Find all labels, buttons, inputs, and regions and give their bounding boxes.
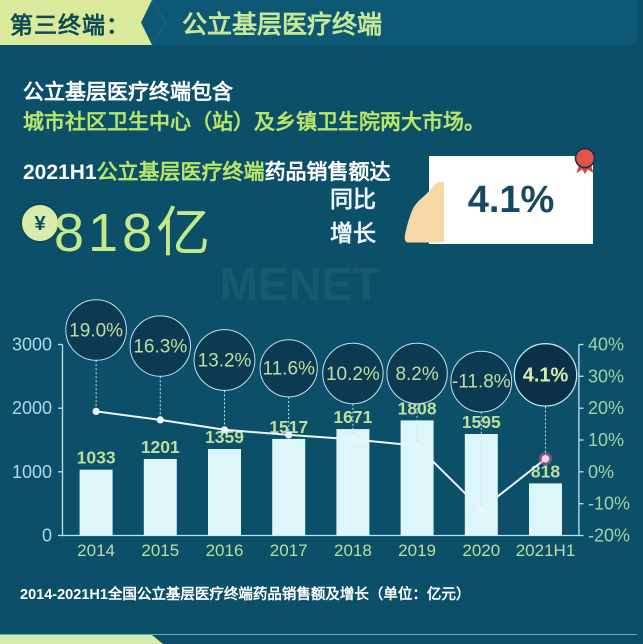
svg-text:1201: 1201: [141, 437, 180, 457]
svg-text:-20%: -20%: [588, 526, 630, 546]
svg-text:0: 0: [42, 526, 52, 546]
svg-text:2015: 2015: [141, 541, 179, 560]
svg-text:10%: 10%: [588, 430, 624, 450]
svg-text:11.6%: 11.6%: [262, 358, 315, 379]
svg-text:2017: 2017: [270, 541, 308, 560]
svg-text:2000: 2000: [12, 398, 52, 418]
svg-text:10.2%: 10.2%: [326, 364, 380, 385]
svg-text:2019: 2019: [398, 541, 436, 560]
svg-text:-10%: -10%: [588, 494, 630, 514]
svg-text:19.0%: 19.0%: [69, 321, 123, 342]
svg-text:2014: 2014: [77, 541, 115, 560]
svg-text:13.2%: 13.2%: [198, 351, 252, 372]
svg-text:¥: ¥: [34, 213, 46, 235]
svg-text:MENET: MENET: [220, 260, 381, 310]
svg-text:40%: 40%: [588, 335, 624, 355]
svg-text:4.1%: 4.1%: [523, 364, 569, 386]
svg-text:16.3%: 16.3%: [133, 337, 187, 358]
svg-text:1000: 1000: [12, 462, 52, 482]
svg-text:1033: 1033: [77, 448, 116, 468]
svg-text:30%: 30%: [588, 366, 624, 386]
svg-text:2016: 2016: [206, 541, 244, 560]
svg-text:2018: 2018: [334, 541, 372, 560]
svg-text:0%: 0%: [588, 462, 614, 482]
svg-text:2021H1: 2021H1: [516, 541, 576, 560]
svg-text:20%: 20%: [588, 398, 624, 418]
svg-text:2020: 2020: [462, 541, 500, 560]
svg-text:3000: 3000: [12, 335, 52, 355]
svg-text:-11.8%: -11.8%: [452, 372, 511, 393]
svg-text:8.2%: 8.2%: [395, 364, 438, 385]
